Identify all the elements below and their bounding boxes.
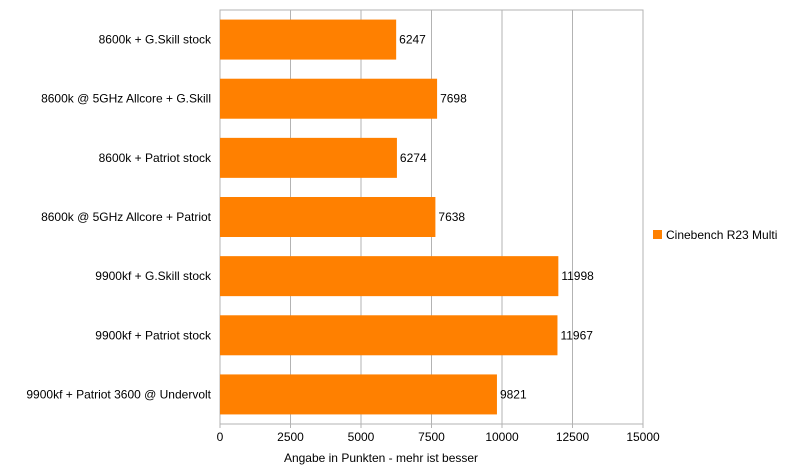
- category-label: 9900kf + G.Skill stock: [95, 269, 212, 283]
- x-tick-label: 10000: [485, 430, 519, 444]
- category-label: 8600k + G.Skill stock: [99, 33, 212, 47]
- data-label: 7638: [438, 210, 465, 224]
- category-label: 9900kf + Patriot 3600 @ Undervolt: [26, 387, 211, 401]
- bar: [220, 374, 497, 415]
- data-label: 11998: [561, 269, 594, 283]
- x-tick-label: 2500: [277, 430, 304, 444]
- x-axis-tick-labels: 0 2500 5000 7500 10000 12500 15000: [217, 430, 660, 444]
- data-label: 11967: [560, 328, 593, 342]
- bar: [220, 78, 438, 119]
- x-tick-label: 0: [217, 430, 224, 444]
- x-tick-label: 15000: [626, 430, 660, 444]
- legend-label: Cinebench R23 Multi: [666, 228, 777, 242]
- category-label: 8600k @ 5GHz Allcore + Patriot: [41, 210, 212, 224]
- data-label: 6274: [400, 151, 427, 165]
- bar: [220, 197, 436, 237]
- data-label: 6247: [399, 33, 426, 47]
- x-tick-label: 7500: [418, 430, 445, 444]
- bar: [220, 315, 558, 356]
- category-label: 8600k + Patriot stock: [99, 151, 212, 165]
- data-label: 7698: [440, 92, 467, 106]
- legend-swatch: [653, 230, 662, 239]
- x-tick-label: 12500: [556, 430, 590, 444]
- bar: [220, 137, 397, 178]
- x-tick-label: 5000: [348, 430, 375, 444]
- legend: Cinebench R23 Multi: [653, 228, 777, 242]
- category-label: 8600k @ 5GHz Allcore + G.Skill: [41, 92, 211, 106]
- bar-series: [220, 19, 559, 415]
- data-labels: 6247 7698 6274 7638 11998 11967 9821: [399, 33, 594, 402]
- bar: [220, 256, 559, 297]
- category-labels: 8600k + G.Skill stock 8600k @ 5GHz Allcor…: [26, 33, 212, 402]
- category-label: 9900kf + Patriot stock: [95, 328, 212, 342]
- bar: [220, 19, 397, 60]
- data-label: 9821: [500, 387, 527, 401]
- x-axis-title: Angabe in Punkten - mehr ist besser: [284, 451, 478, 465]
